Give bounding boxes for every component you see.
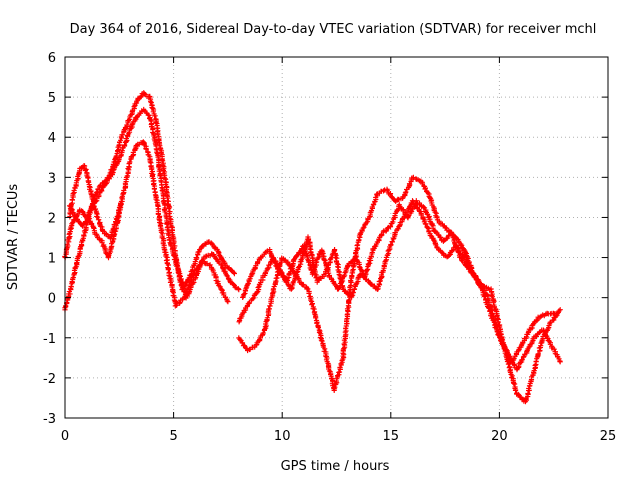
plot-frame <box>64 56 609 419</box>
x-axis: 0 5 10 15 20 25 <box>61 429 616 444</box>
y-axis-label: SDTVAR / TECUs <box>6 184 21 291</box>
axis-ticks <box>64 56 609 419</box>
y-tick-label: 1 <box>48 252 56 267</box>
series-track-4 <box>67 198 125 261</box>
x-tick-label: 0 <box>61 429 69 444</box>
series-track-7 <box>240 198 559 366</box>
y-tick-label: 6 <box>48 51 56 66</box>
y-tick-label: 4 <box>48 131 56 146</box>
y-tick-label: 2 <box>48 211 56 226</box>
y-axis: -3 -2 -1 0 1 2 3 4 5 6 <box>43 51 56 427</box>
x-axis-label: GPS time / hours <box>281 459 390 474</box>
y-tick-label: 0 <box>48 292 56 307</box>
x-tick-label: 5 <box>169 429 177 444</box>
y-tick-label: 3 <box>48 171 56 186</box>
x-tick-label: 25 <box>600 429 617 444</box>
x-tick-label: 20 <box>491 429 508 444</box>
y-tick-label: -2 <box>43 372 56 387</box>
x-tick-label: 15 <box>383 429 400 444</box>
y-tick-label: -1 <box>43 332 56 347</box>
data-series <box>62 90 563 405</box>
x-tick-label: 10 <box>274 429 291 444</box>
y-tick-label: -3 <box>43 412 56 427</box>
y-tick-label: 5 <box>48 91 56 106</box>
chart-title: Day 364 of 2016, Sidereal Day-to-day VTE… <box>70 22 597 37</box>
grid <box>65 57 608 418</box>
